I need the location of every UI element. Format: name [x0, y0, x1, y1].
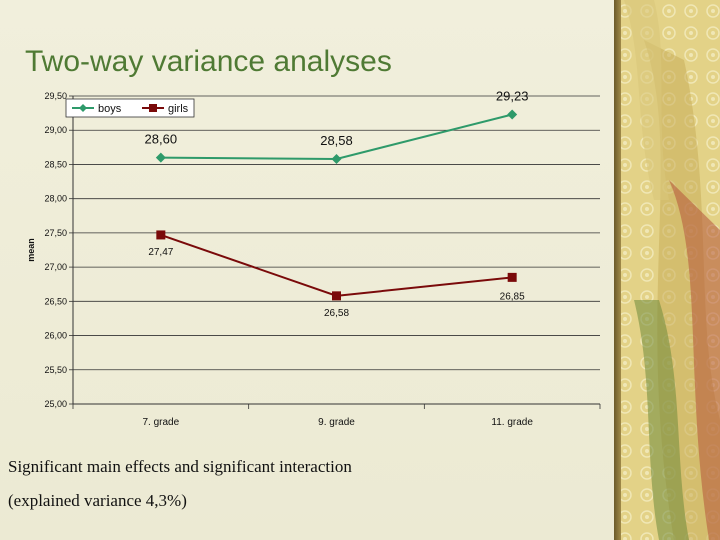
- y-tick-label: 29,50: [44, 91, 67, 101]
- data-label-boys: 29,23: [496, 88, 529, 103]
- caption-significance: Significant main effects and significant…: [8, 457, 352, 476]
- marker-girls: [156, 230, 166, 240]
- data-label-girls: 26,58: [324, 308, 349, 319]
- legend-marker-girls: [149, 104, 157, 112]
- data-label-girls: 27,47: [148, 247, 173, 258]
- data-label-girls: 26,85: [500, 291, 525, 302]
- slide-background: [0, 0, 614, 540]
- y-tick-label: 25,50: [44, 365, 67, 375]
- data-label-boys: 28,58: [320, 133, 353, 148]
- series-line-girls: [160, 233, 513, 297]
- marker-girls: [507, 272, 517, 282]
- legend-marker-boys: [79, 104, 87, 112]
- data-label-layer: 28,60 28,58 29,23 27,47 26,58 26,85: [145, 88, 529, 318]
- marker-boys: [155, 152, 166, 163]
- marker-boys: [507, 109, 518, 120]
- marker-girls: [332, 291, 341, 301]
- marker-boys: [331, 153, 342, 164]
- legend-label-boys: boys: [98, 103, 122, 115]
- legend: boys girls: [65, 98, 195, 118]
- legend-box: [65, 98, 195, 118]
- data-label-boys: 28,60: [145, 132, 178, 147]
- decorative-floral-panel: [614, 0, 720, 540]
- slide-title: Two-way variance analyses: [25, 45, 392, 78]
- y-tick-label: 28,00: [44, 194, 67, 204]
- y-tick-label: 27,50: [44, 228, 67, 238]
- legend-label-girls: girls: [168, 103, 189, 115]
- x-tick-label: 11. grade: [491, 417, 533, 428]
- line-chart: 25,00 25,50 26,00 26,50 27,00 27,50 28,00 28,50…: [26, 88, 601, 428]
- y-tick-label: 26,00: [44, 331, 67, 341]
- x-tick-label: 9. grade: [318, 417, 355, 428]
- y-axis-label: mean: [26, 238, 36, 262]
- x-tick-label: 7. grade: [142, 417, 179, 428]
- y-tick-label: 27,00: [44, 262, 67, 272]
- axis-layer: 25,00 25,50 26,00 26,50 27,00 27,50 28,00 28,50…: [26, 91, 601, 428]
- caption-explained-variance: (explained variance 4,3%): [8, 491, 187, 510]
- y-tick-label: 28,50: [44, 159, 67, 169]
- y-tick-label: 26,50: [44, 296, 67, 306]
- floral-pattern-icon: [621, 0, 720, 540]
- series-layer: [155, 109, 518, 301]
- y-tick-label: 25,00: [44, 399, 67, 409]
- y-tick-label: 29,00: [44, 125, 67, 135]
